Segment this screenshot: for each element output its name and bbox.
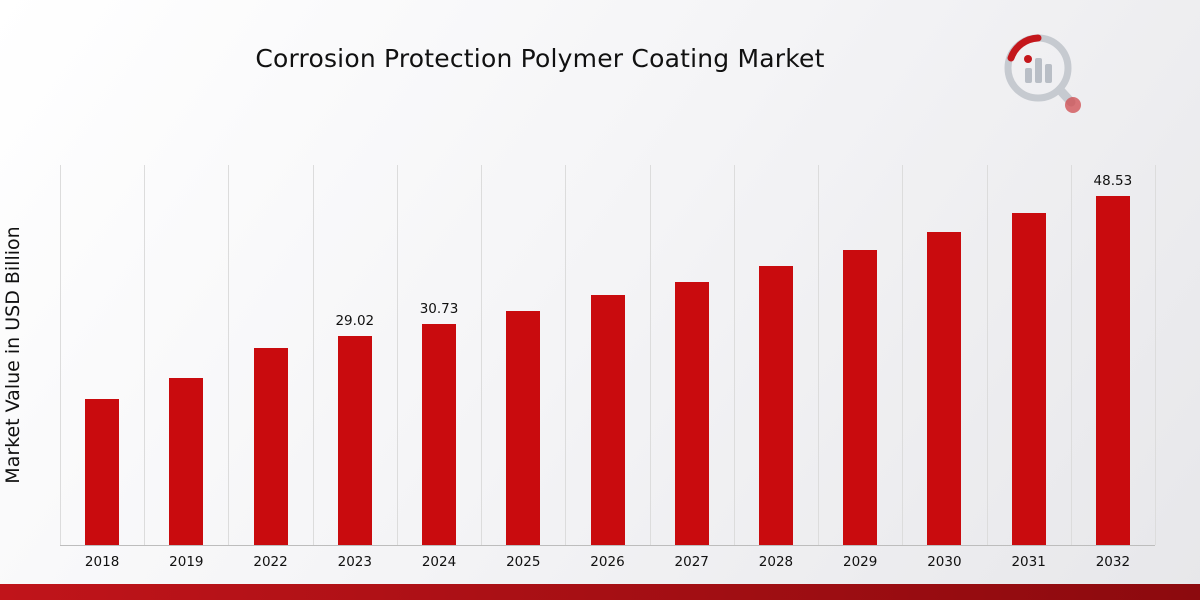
bar-2031 [1011, 212, 1046, 545]
bar-2025 [506, 311, 541, 545]
gridline [734, 165, 735, 545]
bar-value-label-2023: 29.02 [335, 313, 375, 330]
x-tick-2029: 2029 [842, 554, 878, 570]
gridline [1155, 165, 1156, 545]
magnifier-chart-icon [1004, 34, 1081, 113]
gridline [144, 165, 145, 545]
x-tick-2025: 2025 [506, 554, 541, 570]
gridline [818, 165, 819, 545]
bar-2030 [927, 231, 962, 545]
gridline [565, 165, 566, 545]
gridline [481, 165, 482, 545]
footer-accent-bar [0, 584, 1200, 600]
bar-value-label-2024: 30.73 [419, 300, 459, 317]
x-tick-2031: 2031 [1011, 554, 1046, 570]
gridline [397, 165, 398, 545]
x-tick-2019: 2019 [169, 554, 204, 570]
bar-2029 [843, 249, 878, 545]
bar-2028 [758, 265, 793, 545]
x-tick-2018: 2018 [84, 554, 120, 570]
gridline [650, 165, 651, 545]
x-tick-2022: 2022 [253, 554, 288, 570]
chart-title: Corrosion Protection Polymer Coating Mar… [255, 44, 825, 73]
gridline [313, 165, 314, 545]
x-tick-2030: 2030 [927, 554, 962, 570]
x-tick-2026: 2026 [590, 554, 625, 570]
x-tick-2027: 2027 [674, 554, 709, 570]
y-axis-label: Market Value in USD Billion [2, 226, 24, 484]
gridline [60, 165, 61, 545]
x-tick-2028: 2028 [758, 554, 794, 570]
bar-2024 [422, 323, 457, 545]
bar-2022 [253, 347, 288, 545]
bar-2018 [85, 398, 120, 545]
bar-2019 [169, 378, 204, 545]
bar-2027 [674, 281, 709, 545]
gridline [1071, 165, 1072, 545]
x-tick-2024: 2024 [421, 554, 457, 570]
gridline [228, 165, 229, 545]
x-tick-2032: 2032 [1095, 554, 1131, 570]
gridline [987, 165, 988, 545]
bar-value-label-2032: 48.53 [1093, 172, 1133, 189]
brand-logo [1004, 34, 1081, 113]
x-tick-2023: 2023 [337, 554, 372, 570]
bar-2032 [1095, 195, 1130, 545]
bar-2023 [337, 336, 372, 545]
plot-area: 2018 2019 2022 29.02 2023 30.73 2024 2025 2026 20… [60, 165, 1156, 570]
bar-2026 [590, 295, 625, 545]
gridline [902, 165, 903, 545]
